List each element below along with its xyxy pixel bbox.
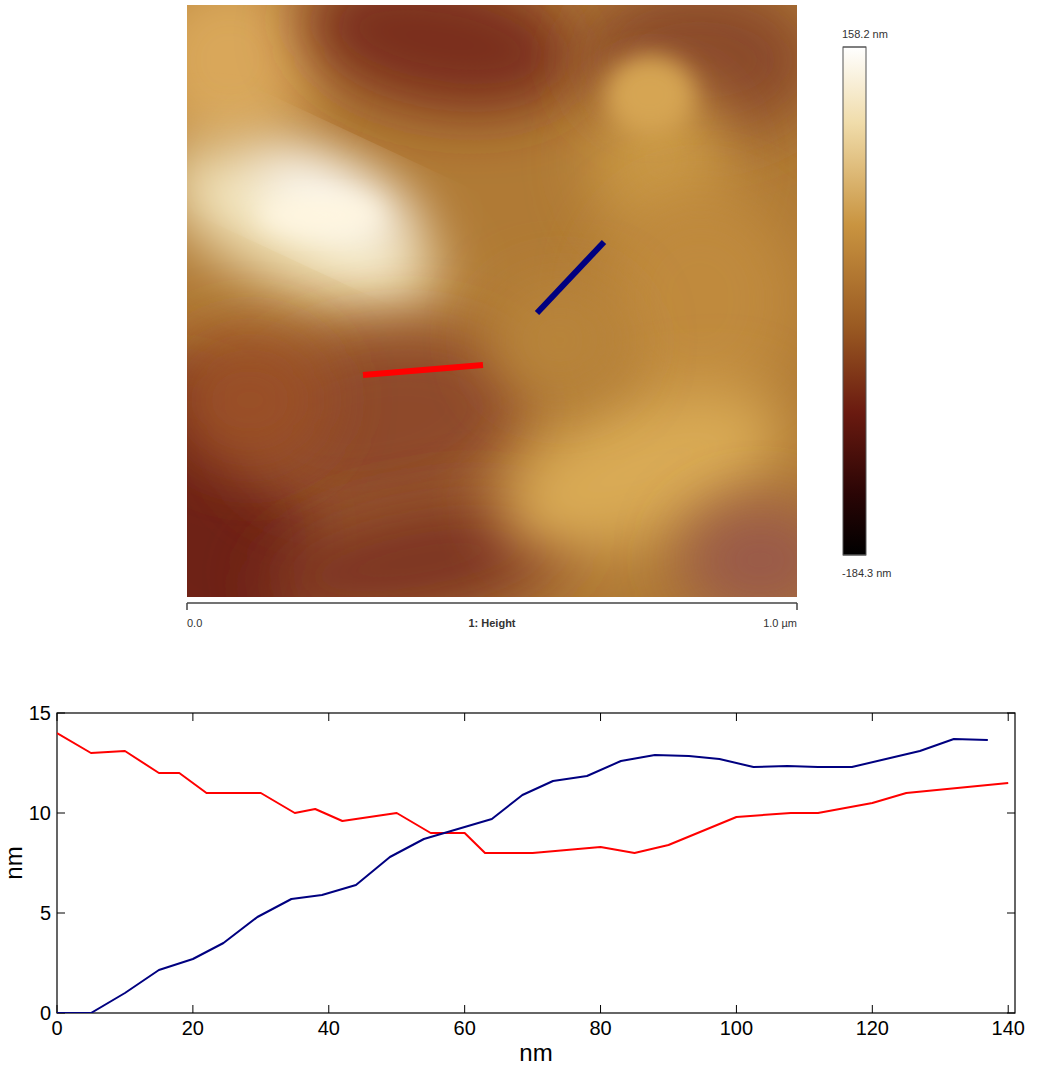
- y-tick-label: 5: [40, 902, 51, 924]
- surface-blob: [260, 197, 380, 233]
- surface-blob: [187, 5, 320, 150]
- surface-blob: [187, 330, 330, 470]
- x-tick: [57, 713, 58, 721]
- y-tick: [1007, 713, 1015, 714]
- figure: 0.0 1.0 µm 1: Height 158.2 nm -184.3 nm 0 20 40…: [0, 0, 1044, 1072]
- x-tick: [736, 713, 737, 721]
- afm-image: [187, 5, 797, 597]
- y-axis-title: nm: [0, 846, 27, 879]
- surface-blob: [187, 112, 461, 348]
- x-tick: [600, 1005, 601, 1013]
- surface-blob: [680, 500, 797, 597]
- y-tick: [1007, 1013, 1015, 1014]
- x-tick: [1008, 713, 1009, 721]
- y-tick: [57, 813, 65, 814]
- surface-blob: [234, 130, 427, 270]
- scale-tick: [186, 603, 188, 610]
- surface-blob: [490, 280, 630, 400]
- x-tick: [1008, 1005, 1009, 1013]
- y-tick-label: 0: [40, 1002, 51, 1024]
- line-series: [57, 733, 1008, 853]
- y-tick-label: 10: [29, 802, 51, 824]
- y-tick: [1007, 913, 1015, 914]
- image-label: 1: Height: [468, 617, 515, 629]
- profile-line: [537, 242, 604, 313]
- x-tick: [464, 1005, 465, 1013]
- x-tick-label: 120: [856, 1017, 889, 1039]
- x-tick: [57, 1005, 58, 1013]
- x-tick: [736, 1005, 737, 1013]
- y-tick: [1007, 813, 1015, 814]
- line-series: [57, 739, 988, 1013]
- x-tick: [328, 713, 329, 721]
- x-tick: [192, 713, 193, 721]
- scale-tick: [796, 603, 798, 610]
- colorbar-tick: [843, 555, 866, 556]
- plot-frame: [57, 713, 1015, 1013]
- colorbar-label: -184.3 nm: [842, 567, 892, 579]
- x-tick-label: 0: [51, 1017, 62, 1039]
- colorbar-tick: [843, 47, 866, 48]
- colorbar-label: 158.2 nm: [842, 28, 888, 40]
- x-tick: [328, 1005, 329, 1013]
- x-tick-label: 20: [182, 1017, 204, 1039]
- surface-blob: [600, 190, 797, 410]
- scale-label: 1.0 µm: [763, 617, 797, 629]
- lines: [57, 733, 1008, 1013]
- y-tick: [57, 713, 65, 714]
- x-tick-label: 60: [454, 1017, 476, 1039]
- x-tick-label: 40: [318, 1017, 340, 1039]
- colorbar: [843, 47, 866, 555]
- x-axis-title: nm: [519, 1039, 552, 1066]
- x-tick: [872, 713, 873, 721]
- x-tick-label: 80: [589, 1017, 611, 1039]
- scale-bar: [187, 602, 797, 604]
- x-tick: [464, 713, 465, 721]
- x-tick: [600, 713, 601, 721]
- x-tick: [192, 1005, 193, 1013]
- scale-label: 0.0: [187, 617, 202, 629]
- x-tick-label: 100: [720, 1017, 753, 1039]
- x-tick-label: 140: [992, 1017, 1025, 1039]
- x-tick: [872, 1005, 873, 1013]
- profile-line: [363, 365, 483, 375]
- surface-blob: [290, 5, 590, 133]
- y-tick: [57, 913, 65, 914]
- surface-blob: [605, 55, 695, 135]
- y-tick-label: 15: [29, 702, 51, 724]
